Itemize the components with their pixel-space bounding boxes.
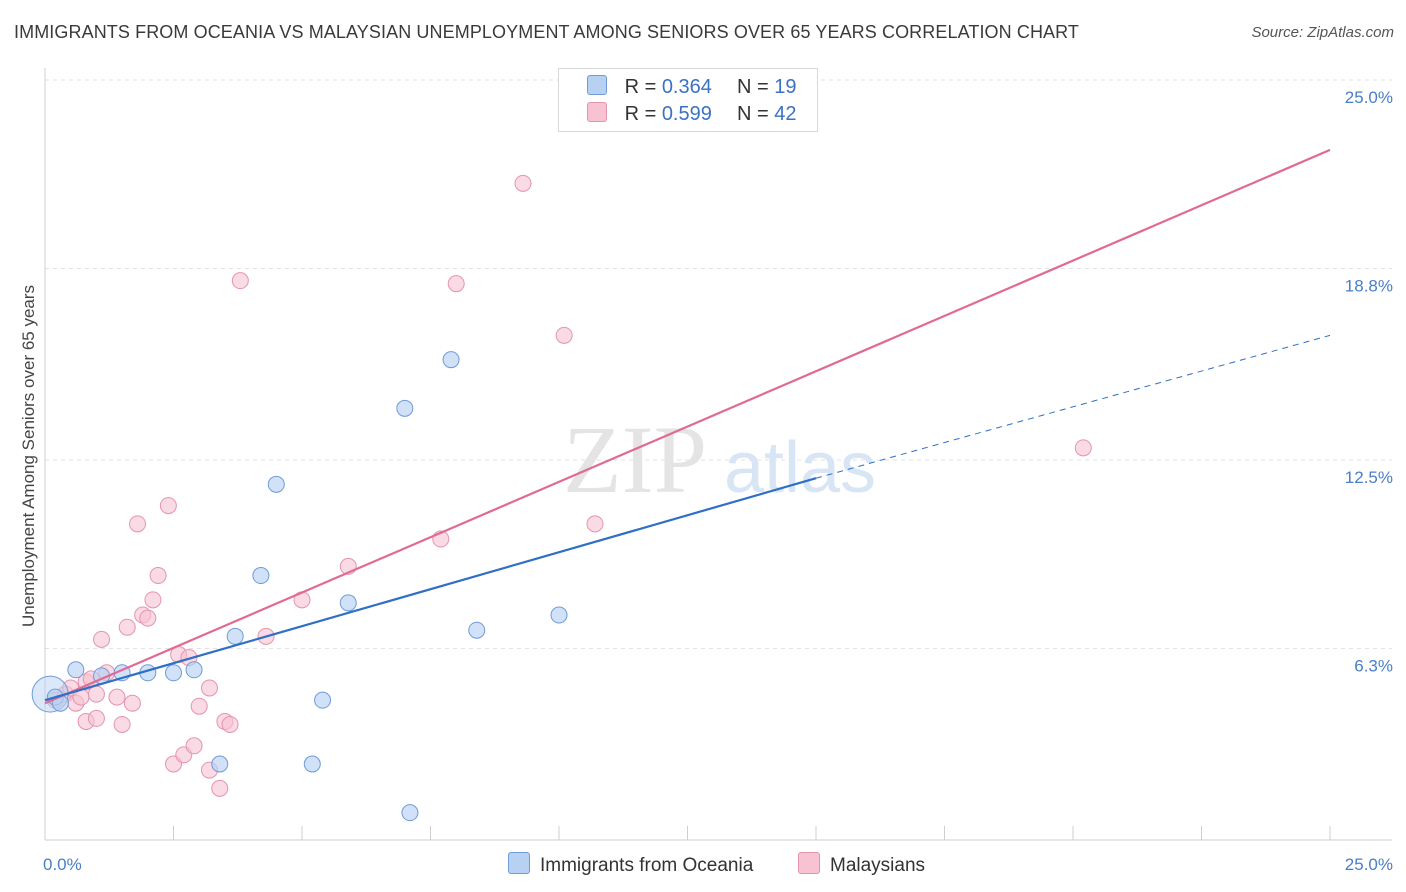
oceania-point	[252, 567, 270, 585]
malaysians-point	[447, 275, 465, 293]
malaysians-point	[190, 697, 208, 715]
source-label: Source: ZipAtlas.com	[1251, 24, 1394, 41]
oceania-point	[185, 661, 203, 679]
watermark: ZIP atlas	[563, 406, 876, 513]
legend-r-label: R =	[624, 103, 657, 125]
legend: R = 0.364 N = 19 R = 0.599 N = 42	[558, 68, 818, 132]
oceania-point	[396, 399, 414, 417]
y-tick-label-3: 25.0%	[1345, 88, 1393, 107]
malaysians-trend-line	[44, 148, 1331, 705]
x-tick-label-start: 0.0%	[43, 855, 82, 874]
malaysians-point	[185, 737, 203, 755]
malaysians-point	[149, 567, 167, 585]
tick-labels: 6.3% 12.5% 18.8% 25.0% 0.0% 25.0%	[43, 88, 1393, 874]
malaysians-point	[87, 685, 105, 703]
bottom-legend-swatch-malaysians	[798, 852, 820, 874]
malaysians-point	[139, 609, 157, 627]
malaysians-point	[231, 272, 249, 290]
malaysians-point	[211, 779, 229, 797]
legend-row-oceania: R = 0.364 N = 19	[587, 75, 797, 99]
malaysians-point	[555, 326, 573, 344]
oceania-point	[550, 606, 568, 624]
bottom-legend-swatch-oceania	[508, 852, 530, 874]
y-tick-label-0: 6.3%	[1354, 656, 1393, 675]
bottom-legend-malaysians: Malaysians	[798, 852, 925, 877]
legend-n-label: N =	[737, 76, 769, 98]
malaysians-point	[221, 715, 239, 733]
y-axis-label: Unemployment Among Seniors over 65 years	[19, 285, 38, 627]
chart-title: IMMIGRANTS FROM OCEANIA VS MALAYSIAN UNE…	[14, 22, 1080, 42]
malaysians-point	[129, 515, 147, 533]
malaysians-point	[108, 688, 126, 706]
malaysians-point	[586, 515, 604, 533]
oceania-point	[468, 621, 486, 639]
malaysians-point	[200, 679, 218, 697]
oceania-point	[211, 755, 229, 773]
axes-layer	[44, 68, 1392, 841]
oceania-trend-extension	[815, 334, 1331, 479]
malaysians-point	[93, 630, 111, 648]
malaysians-point	[514, 174, 532, 192]
legend-swatch-malaysians	[587, 102, 607, 122]
x-tick-label-end: 25.0%	[1345, 855, 1393, 874]
legend-row-malaysians: R = 0.599 N = 42	[587, 102, 797, 126]
oceania-point	[165, 664, 182, 682]
watermark-atlas: atlas	[724, 428, 876, 508]
oceania-trend-line	[44, 477, 817, 702]
malaysians-point	[87, 709, 105, 727]
bottom-legend-label-malaysians: Malaysians	[830, 855, 926, 876]
legend-n-value: 19	[774, 76, 797, 98]
bottom-legend-label-oceania: Immigrants from Oceania	[540, 855, 754, 876]
grid-layer	[45, 79, 1392, 649]
legend-r-value: 0.599	[661, 103, 712, 125]
malaysians-point	[123, 694, 141, 712]
y-tick-label-1: 12.5%	[1345, 468, 1393, 487]
legend-n-value: 42	[774, 103, 797, 125]
oceania-point	[303, 755, 321, 773]
malaysians-point	[118, 618, 136, 636]
malaysians-point	[1074, 439, 1092, 457]
legend-r-label: R =	[624, 76, 657, 98]
malaysians-point	[113, 715, 131, 733]
legend-n-label: N =	[737, 103, 769, 125]
watermark-zip: ZIP	[563, 406, 707, 513]
oceania-point	[267, 475, 285, 493]
oceania-point	[67, 661, 85, 679]
oceania-point	[442, 351, 460, 369]
malaysians-point	[144, 591, 162, 609]
legend-swatch-oceania	[587, 75, 607, 95]
oceania-points	[31, 351, 568, 822]
oceania-point	[339, 594, 357, 612]
oceania-point	[401, 804, 419, 822]
oceania-point	[226, 627, 244, 645]
y-tick-label-2: 18.8%	[1345, 276, 1393, 295]
malaysians-point	[159, 497, 177, 515]
trend-lines	[44, 148, 1331, 705]
legend-r-value: 0.364	[661, 76, 712, 98]
oceania-point	[314, 691, 332, 709]
bottom-legend-oceania: Immigrants from Oceania	[508, 852, 753, 877]
